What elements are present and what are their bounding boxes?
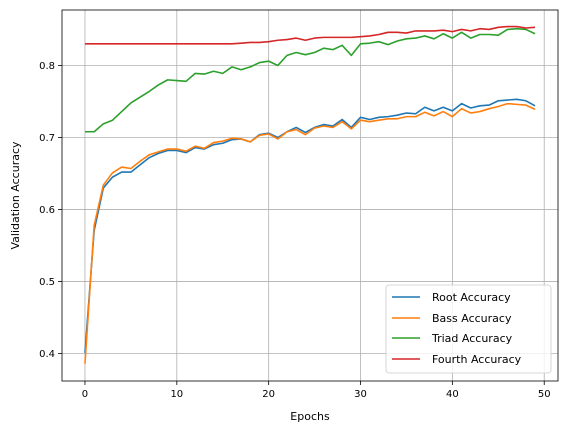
y-tick-label: 0.5 [39, 277, 55, 288]
y-tick-label: 0.7 [39, 133, 55, 144]
x-tick-label: 0 [82, 389, 88, 400]
series-line-triad-accuracy [84, 27, 536, 133]
y-axis-label: Validation Accuracy [9, 141, 22, 250]
series-line-fourth-accuracy [84, 25, 536, 45]
x-axis-label: Epochs [290, 410, 330, 423]
plot-area-frame [61, 9, 559, 382]
legend-box [385, 284, 552, 374]
y-tick-label: 0.6 [39, 205, 55, 216]
y-tick-label: 0.8 [39, 61, 55, 72]
axis-ticks: 0 10 20 30 40 50 0.4 0.5 0.6 0.7 0.8 [39, 61, 550, 400]
x-tick-label: 40 [446, 389, 459, 400]
x-tick-label: 20 [262, 389, 275, 400]
legend-label-triad: Triad Accuracy [431, 332, 513, 345]
legend: Root Accuracy Bass Accuracy Triad Accura… [385, 284, 552, 374]
series-line-bass-accuracy [84, 102, 536, 364]
x-tick-label: 10 [170, 389, 183, 400]
y-tick-label: 0.4 [39, 349, 55, 360]
x-tick-label: 50 [538, 389, 551, 400]
grid [62, 10, 558, 381]
legend-label-fourth: Fourth Accuracy [432, 353, 522, 366]
x-tick-label: 30 [354, 389, 367, 400]
legend-label-root: Root Accuracy [432, 291, 511, 304]
legend-label-bass: Bass Accuracy [432, 312, 512, 325]
series-lines [84, 25, 536, 364]
series-line-root-accuracy [84, 98, 536, 353]
